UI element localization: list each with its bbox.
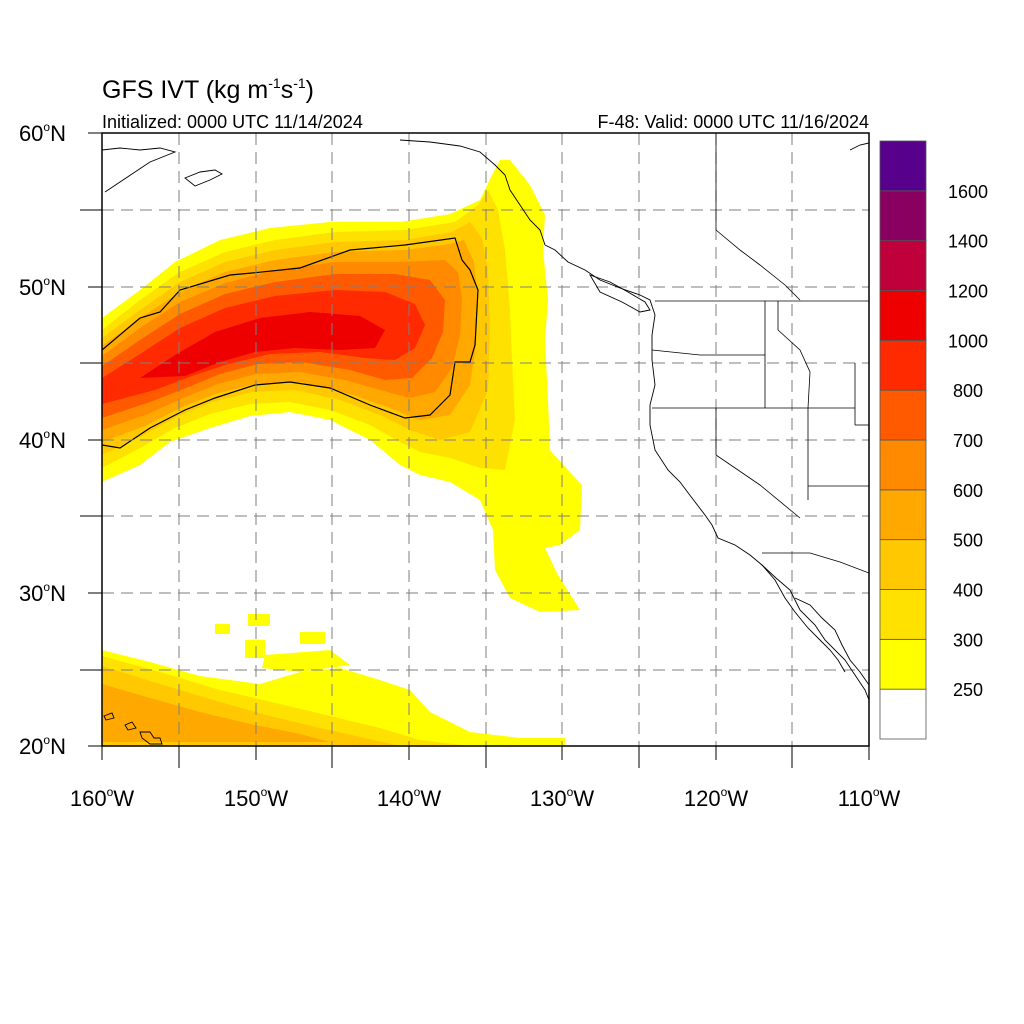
colorbar-label: 500 bbox=[953, 531, 983, 551]
political-boundaries bbox=[651, 133, 869, 574]
colorbar-swatch bbox=[879, 240, 927, 291]
map-title: GFS IVT (kg m-1s-1) bbox=[102, 75, 314, 104]
ivt-field bbox=[102, 160, 582, 746]
colorbar-label: 600 bbox=[953, 481, 983, 501]
colorbar-swatch bbox=[879, 140, 927, 192]
lon-label-140: 140oW bbox=[377, 785, 441, 811]
colorbar-label: 1200 bbox=[948, 282, 988, 302]
colorbar-label: 300 bbox=[953, 630, 983, 650]
ivt-250-patches bbox=[215, 614, 350, 672]
lat-label-60: 60oN bbox=[19, 120, 66, 146]
colorbar-swatch bbox=[879, 638, 927, 690]
colorbar-label: 1400 bbox=[948, 232, 988, 252]
ivt-1000-region bbox=[140, 312, 385, 378]
lat-label-20: 20oN bbox=[19, 733, 66, 759]
colorbar-swatch bbox=[879, 589, 927, 640]
lon-label-150: 150oW bbox=[224, 785, 288, 811]
colorbar-swatch bbox=[879, 439, 927, 491]
colorbar-label: 700 bbox=[953, 431, 983, 451]
valid-time-label: F-48: Valid: 0000 UTC 11/16/2024 bbox=[598, 112, 870, 132]
lon-label-110: 110oW bbox=[838, 785, 901, 811]
colorbar-swatch bbox=[879, 339, 927, 391]
colorbar: 250 300 400 500 600 700 800 1000 1200 1400 1600 bbox=[879, 140, 988, 740]
lon-label-120: 120oW bbox=[684, 785, 748, 811]
lat-label-40: 40oN bbox=[19, 427, 66, 453]
colorbar-swatch bbox=[879, 389, 927, 441]
coastlines bbox=[102, 139, 869, 745]
latitude-labels: 60oN 50oN 40oN 30oN 20oN bbox=[19, 120, 66, 759]
colorbar-label: 1600 bbox=[948, 182, 988, 202]
ivt-contour-line bbox=[102, 237, 479, 449]
axis-ticks bbox=[80, 132, 870, 768]
colorbar-label: 250 bbox=[953, 680, 983, 700]
colorbar-swatch bbox=[879, 190, 927, 242]
lon-label-130: 130oW bbox=[530, 785, 594, 811]
colorbar-label: 800 bbox=[953, 381, 983, 401]
colorbar-swatch bbox=[879, 688, 927, 740]
colorbar-swatch bbox=[879, 539, 927, 590]
longitude-labels: 160oW 150oW 140oW 130oW 120oW 110oW bbox=[70, 785, 901, 811]
map-panel bbox=[102, 133, 869, 746]
init-time-label: Initialized: 0000 UTC 11/14/2024 bbox=[102, 112, 363, 132]
ivt-500-south-region bbox=[102, 684, 330, 742]
lat-label-30: 30oN bbox=[19, 580, 66, 606]
colorbar-swatch bbox=[879, 489, 927, 541]
lon-label-160: 160oW bbox=[70, 785, 134, 811]
colorbar-swatch bbox=[879, 290, 927, 341]
colorbar-label: 400 bbox=[953, 581, 983, 601]
lat-label-50: 50oN bbox=[19, 274, 66, 300]
colorbar-label: 1000 bbox=[948, 331, 988, 351]
